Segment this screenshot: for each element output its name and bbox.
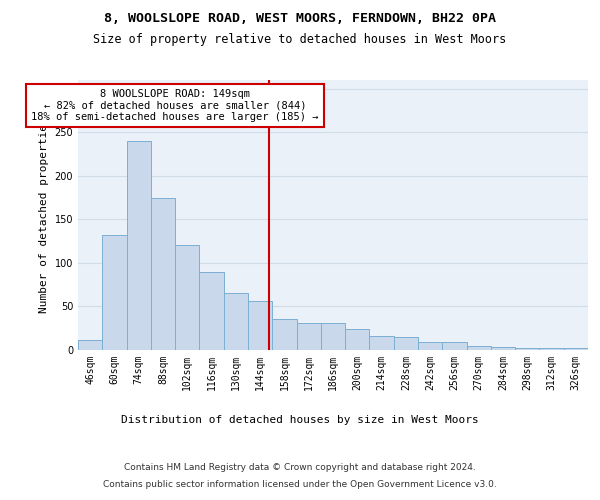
Text: Contains public sector information licensed under the Open Government Licence v3: Contains public sector information licen… xyxy=(103,480,497,489)
Y-axis label: Number of detached properties: Number of detached properties xyxy=(39,117,49,313)
Bar xyxy=(272,318,296,350)
Bar xyxy=(151,198,175,350)
Bar xyxy=(321,323,345,350)
Bar xyxy=(515,348,539,350)
Bar xyxy=(78,340,102,350)
Bar xyxy=(127,141,151,350)
Bar xyxy=(370,336,394,350)
Text: Distribution of detached houses by size in West Moors: Distribution of detached houses by size … xyxy=(121,415,479,425)
Bar xyxy=(248,301,272,350)
Text: 8, WOOLSLOPE ROAD, WEST MOORS, FERNDOWN, BH22 0PA: 8, WOOLSLOPE ROAD, WEST MOORS, FERNDOWN,… xyxy=(104,12,496,26)
Bar xyxy=(394,337,418,350)
Bar xyxy=(491,346,515,350)
Bar xyxy=(345,329,370,350)
Text: Contains HM Land Registry data © Crown copyright and database right 2024.: Contains HM Land Registry data © Crown c… xyxy=(124,462,476,471)
Bar xyxy=(224,294,248,350)
Bar xyxy=(102,235,127,350)
Text: 8 WOOLSLOPE ROAD: 149sqm
← 82% of detached houses are smaller (844)
18% of semi-: 8 WOOLSLOPE ROAD: 149sqm ← 82% of detach… xyxy=(31,88,319,122)
Bar xyxy=(199,272,224,350)
Bar xyxy=(467,346,491,350)
Text: Size of property relative to detached houses in West Moors: Size of property relative to detached ho… xyxy=(94,32,506,46)
Bar xyxy=(418,342,442,350)
Bar xyxy=(539,348,564,350)
Bar xyxy=(296,323,321,350)
Bar xyxy=(564,348,588,350)
Bar xyxy=(175,246,199,350)
Bar xyxy=(442,342,467,350)
